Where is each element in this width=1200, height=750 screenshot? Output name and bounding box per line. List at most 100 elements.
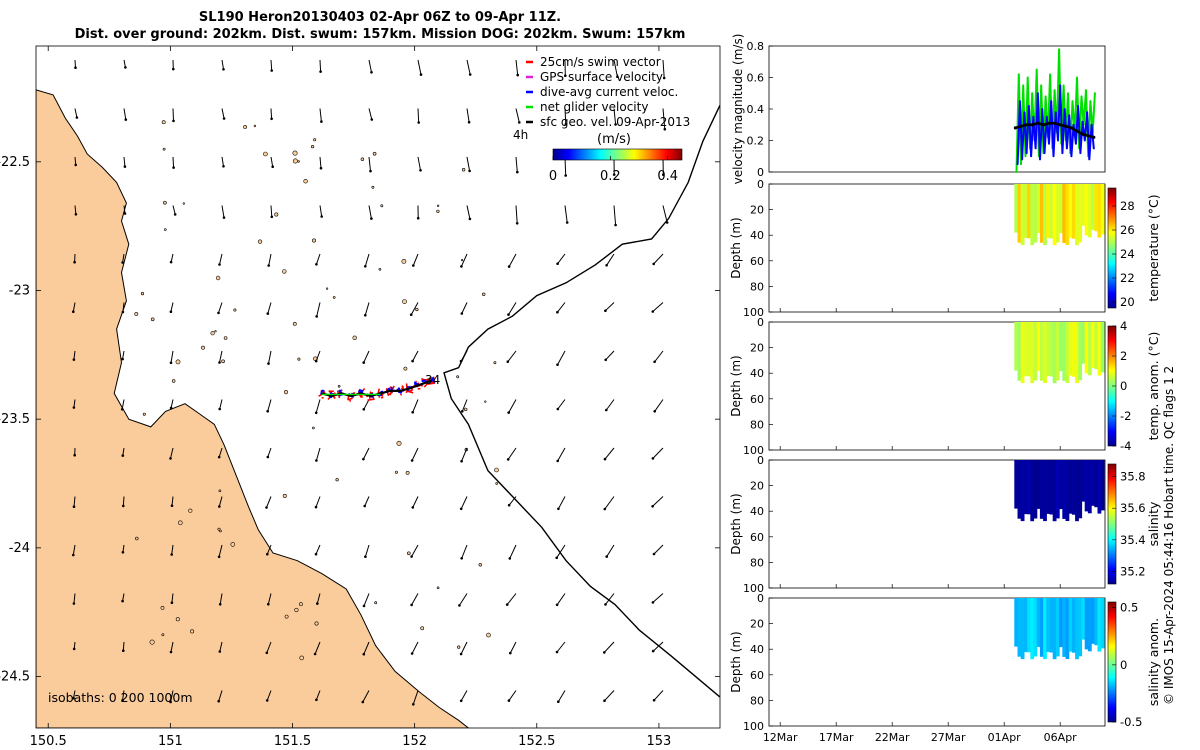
data-column (1017, 598, 1022, 657)
swim-vector (423, 382, 429, 388)
velocity-vector (362, 690, 370, 703)
vector-head (218, 263, 221, 266)
velocity-vector (122, 641, 125, 651)
data-point (1040, 84, 1043, 87)
velocity-vector (466, 205, 471, 220)
data-point (1053, 121, 1057, 125)
data-point (1032, 115, 1035, 118)
velocity-vector (515, 108, 520, 123)
velocity-vector (556, 544, 566, 559)
data-column (1055, 322, 1060, 381)
data-column (1033, 184, 1038, 243)
vector-head (556, 407, 560, 411)
colorbar-tick-label: -0.5 (1120, 715, 1142, 729)
reef-island (457, 645, 461, 649)
velocity-vector (123, 205, 126, 214)
vector-head (74, 66, 77, 69)
data-column (1097, 184, 1102, 238)
reef-island (299, 655, 305, 661)
data-column (1030, 322, 1035, 384)
velocity-vector (218, 690, 223, 702)
vector-head (170, 504, 174, 508)
time-tick-label: 22Mar (875, 731, 910, 744)
velocity-vector (557, 302, 566, 313)
vector-head (555, 556, 558, 560)
velocity-vector (73, 593, 76, 604)
velocity-vector (122, 302, 125, 313)
data-column (1055, 460, 1060, 519)
reef-island (313, 138, 317, 142)
vector-head (459, 652, 463, 656)
velocity-vector (410, 302, 419, 315)
velocity-vector (362, 447, 370, 460)
velocity-vector (654, 399, 664, 412)
y-tick-label: 80 (750, 280, 764, 293)
depth-panel: 0 20 40 60 80 100 Depth (m) -0.5 0 0.5 salinity an… (729, 592, 1161, 733)
data-column (1065, 460, 1070, 521)
vector-head (604, 603, 607, 606)
data-column (1039, 184, 1044, 243)
dive-avg-vector (414, 382, 418, 386)
data-column (1100, 184, 1105, 235)
colorbar-label: temperature (°C) (1146, 194, 1161, 301)
velocity-vector (170, 641, 174, 653)
vector-head (410, 459, 414, 462)
data-column (1097, 598, 1102, 652)
data-point (1049, 73, 1052, 76)
data-column (1065, 184, 1070, 245)
vector-head (459, 699, 463, 703)
legend-label: GPS surface velocity (540, 70, 663, 84)
vector-head (364, 265, 367, 268)
data-column (1084, 322, 1089, 374)
vector-head (516, 170, 519, 174)
y-tick-label: 40 (750, 643, 764, 656)
data-point (1022, 84, 1025, 87)
data-column (1071, 460, 1076, 515)
velocity-vector (315, 399, 321, 413)
velocity-vector (267, 302, 272, 314)
velocity-vector (412, 496, 419, 508)
reef-island (486, 632, 491, 638)
reef-island (134, 312, 139, 316)
velocity-vector (270, 205, 273, 217)
velocity-vector (508, 253, 517, 267)
data-point (1080, 95, 1083, 98)
data-point (1092, 135, 1096, 139)
vector-head (419, 169, 422, 172)
vector-head (270, 69, 274, 72)
vector-head (651, 457, 655, 460)
data-column (1097, 460, 1102, 514)
data-point (1030, 155, 1033, 158)
data-point (1072, 123, 1075, 126)
data-column (1059, 460, 1063, 510)
vector-head (557, 507, 560, 511)
velocity-vector (319, 59, 322, 72)
colorbar-tick-label: -4 (1120, 439, 1131, 453)
vector-head (417, 121, 421, 124)
reef-island (282, 269, 287, 274)
velocity-vector (314, 641, 321, 655)
depth-panel: 0 20 40 60 80 100 Depth (m) -4 -2 0 2 4 temp. anom. … (729, 316, 1161, 457)
vector-head (564, 123, 568, 126)
data-column (1065, 322, 1070, 383)
velocity-vector (73, 399, 76, 408)
vector-head (468, 73, 472, 76)
data-point (1088, 158, 1091, 161)
velocity-vector (319, 156, 322, 169)
data-point (1027, 104, 1030, 107)
data-point (1021, 158, 1024, 161)
reef-island (258, 239, 263, 244)
data-column (1017, 460, 1022, 519)
data-point (1083, 139, 1086, 142)
vector-head (320, 120, 323, 123)
data-column (1020, 460, 1025, 522)
reef-island (406, 551, 411, 556)
dive-avg-vector (431, 376, 436, 383)
colorbar-tick-label: 28 (1120, 199, 1135, 213)
colorbar-tick-label: 0.2 (600, 169, 621, 184)
reef-island (461, 259, 464, 262)
reef-island (436, 586, 440, 590)
data-column (1027, 184, 1031, 239)
reef-island (210, 331, 215, 336)
y-tick-label: -23.5 (0, 412, 30, 427)
